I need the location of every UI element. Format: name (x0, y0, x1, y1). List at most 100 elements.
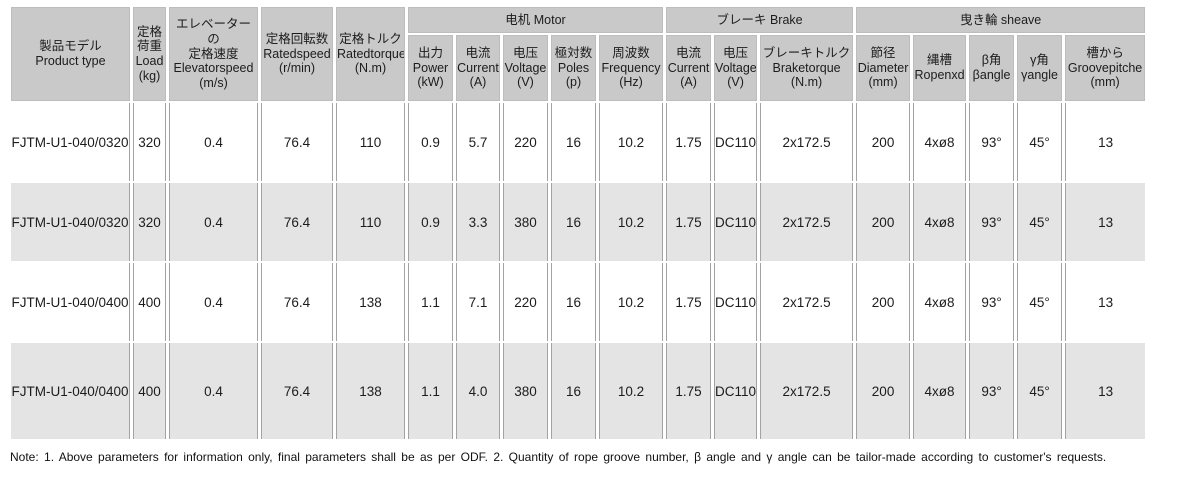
table-cell: 5.7 (456, 103, 500, 181)
table-cell: 76.4 (261, 343, 333, 439)
table-cell: 0.4 (169, 343, 258, 439)
col-header-gamma-angle: γ角 γangle (1017, 35, 1063, 101)
product-model-cell: FJTM-U1-040/0400 (11, 263, 130, 341)
col-header-motor-frequency: 周波数 Frequency (Hz) (599, 35, 664, 101)
table-cell: 320 (133, 103, 166, 181)
table-cell: 4xø8 (913, 263, 967, 341)
table-cell: 13 (1065, 343, 1146, 439)
table-cell: 0.4 (169, 263, 258, 341)
footnote: Note: 1. Above parameters for informatio… (10, 450, 1107, 464)
table-cell: 45° (1017, 183, 1063, 261)
col-header-sheave-diameter: 節径 Diameter (mm) (856, 35, 911, 101)
table-row: FJTM-U1-040/0320 320 0.4 76.4 110 0.9 3.… (11, 183, 1146, 261)
col-header-motor-power: 出力 Power (kW) (408, 35, 453, 101)
col-header-rope-nxd: 縄槽 Ropenxd (913, 35, 967, 101)
table-cell: 10.2 (599, 263, 664, 341)
product-model-cell: FJTM-U1-040/0400 (11, 343, 130, 439)
table-cell: DC110 (714, 263, 758, 341)
table-cell: 1.75 (666, 343, 712, 439)
table-cell: 200 (856, 103, 911, 181)
table-cell: 76.4 (261, 263, 333, 341)
group-header-brake: ブレーキ Brake (666, 7, 854, 33)
col-header-brake-torque: ブレーキトルク Braketorque (N.m) (760, 35, 854, 101)
col-header-motor-voltage: 电压 Voltage (V) (503, 35, 548, 101)
table-cell: 4xø8 (913, 343, 967, 439)
table-cell: 16 (551, 343, 596, 439)
col-header-rated-torque: 定格トルク Ratedtorque (N.m) (336, 7, 405, 101)
col-header-brake-voltage: 电压 Voltage (V) (714, 35, 758, 101)
table-cell: 110 (336, 103, 405, 181)
table-cell: 320 (133, 183, 166, 261)
table-cell: 0.4 (169, 103, 258, 181)
table-cell: 1.1 (408, 263, 453, 341)
table-cell: 45° (1017, 263, 1063, 341)
col-header-brake-current: 电流 Current (A) (666, 35, 712, 101)
table-cell: 10.2 (599, 103, 664, 181)
col-header-beta-angle: β角 βangle (969, 35, 1015, 101)
table-cell: 2x172.5 (760, 103, 854, 181)
group-header-motor: 电机 Motor (408, 7, 664, 33)
table-cell: 3.3 (456, 183, 500, 261)
table-cell: 4.0 (456, 343, 500, 439)
table-cell: 76.4 (261, 103, 333, 181)
table-cell: 93° (969, 183, 1015, 261)
table-cell: 45° (1017, 103, 1063, 181)
table-cell: 1.75 (666, 183, 712, 261)
table-cell: DC110 (714, 343, 758, 439)
table-cell: 13 (1065, 103, 1146, 181)
col-header-elevator-speed: エレベーターの 定格速度 Elevatorspeed (m/s) (169, 7, 258, 101)
col-header-motor-poles: 極対数 Poles (p) (551, 35, 596, 101)
product-model-cell: FJTM-U1-040/0320 (11, 183, 130, 261)
table-cell: 0.9 (408, 103, 453, 181)
col-header-rated-speed: 定格回転数 Ratedspeed (r/min) (261, 7, 333, 101)
table-cell: 400 (133, 343, 166, 439)
table-cell: 200 (856, 343, 911, 439)
table-cell: 138 (336, 343, 405, 439)
table-cell: 138 (336, 263, 405, 341)
table-cell: 1.1 (408, 343, 453, 439)
col-header-load: 定格 荷重 Load (kg) (133, 7, 166, 101)
table-row: FJTM-U1-040/0400 400 0.4 76.4 138 1.1 4.… (11, 343, 1146, 439)
table-cell: 13 (1065, 183, 1146, 261)
table-cell: 200 (856, 263, 911, 341)
table-cell: 4xø8 (913, 103, 967, 181)
col-header-product-type: 製品モデル Product type (11, 7, 130, 101)
table-cell: 16 (551, 103, 596, 181)
table-cell: 2x172.5 (760, 183, 854, 261)
table-cell: 45° (1017, 343, 1063, 439)
col-header-groove-pitch: 槽から Groovepitche (mm) (1065, 35, 1146, 101)
col-header-motor-current: 电流 Current (A) (456, 35, 500, 101)
table-cell: 7.1 (456, 263, 500, 341)
motor-spec-table: 製品モデル Product type 定格 荷重 Load (kg) エレベータ… (8, 5, 1148, 441)
table-cell: 4xø8 (913, 183, 967, 261)
table-cell: 1.75 (666, 263, 712, 341)
table-cell: 2x172.5 (760, 343, 854, 439)
table-cell: 220 (503, 103, 548, 181)
table-cell: DC110 (714, 103, 758, 181)
table-cell: 1.75 (666, 103, 712, 181)
table-row: FJTM-U1-040/0320 320 0.4 76.4 110 0.9 5.… (11, 103, 1146, 181)
table-row: FJTM-U1-040/0400 400 0.4 76.4 138 1.1 7.… (11, 263, 1146, 341)
table-cell: 2x172.5 (760, 263, 854, 341)
table-cell: 380 (503, 343, 548, 439)
table-cell: 93° (969, 263, 1015, 341)
table-cell: 93° (969, 343, 1015, 439)
table-cell: 380 (503, 183, 548, 261)
group-header-sheave: 曳き輪 sheave (856, 7, 1146, 33)
table-cell: 16 (551, 183, 596, 261)
table-cell: 93° (969, 103, 1015, 181)
table-cell: 10.2 (599, 183, 664, 261)
table-cell: 110 (336, 183, 405, 261)
table-cell: 220 (503, 263, 548, 341)
table-cell: 400 (133, 263, 166, 341)
table-cell: 200 (856, 183, 911, 261)
table-cell: 0.4 (169, 183, 258, 261)
table-cell: 13 (1065, 263, 1146, 341)
table-cell: 10.2 (599, 343, 664, 439)
table-cell: 76.4 (261, 183, 333, 261)
table-cell: 0.9 (408, 183, 453, 261)
table-cell: 16 (551, 263, 596, 341)
product-model-cell: FJTM-U1-040/0320 (11, 103, 130, 181)
table-cell: DC110 (714, 183, 758, 261)
